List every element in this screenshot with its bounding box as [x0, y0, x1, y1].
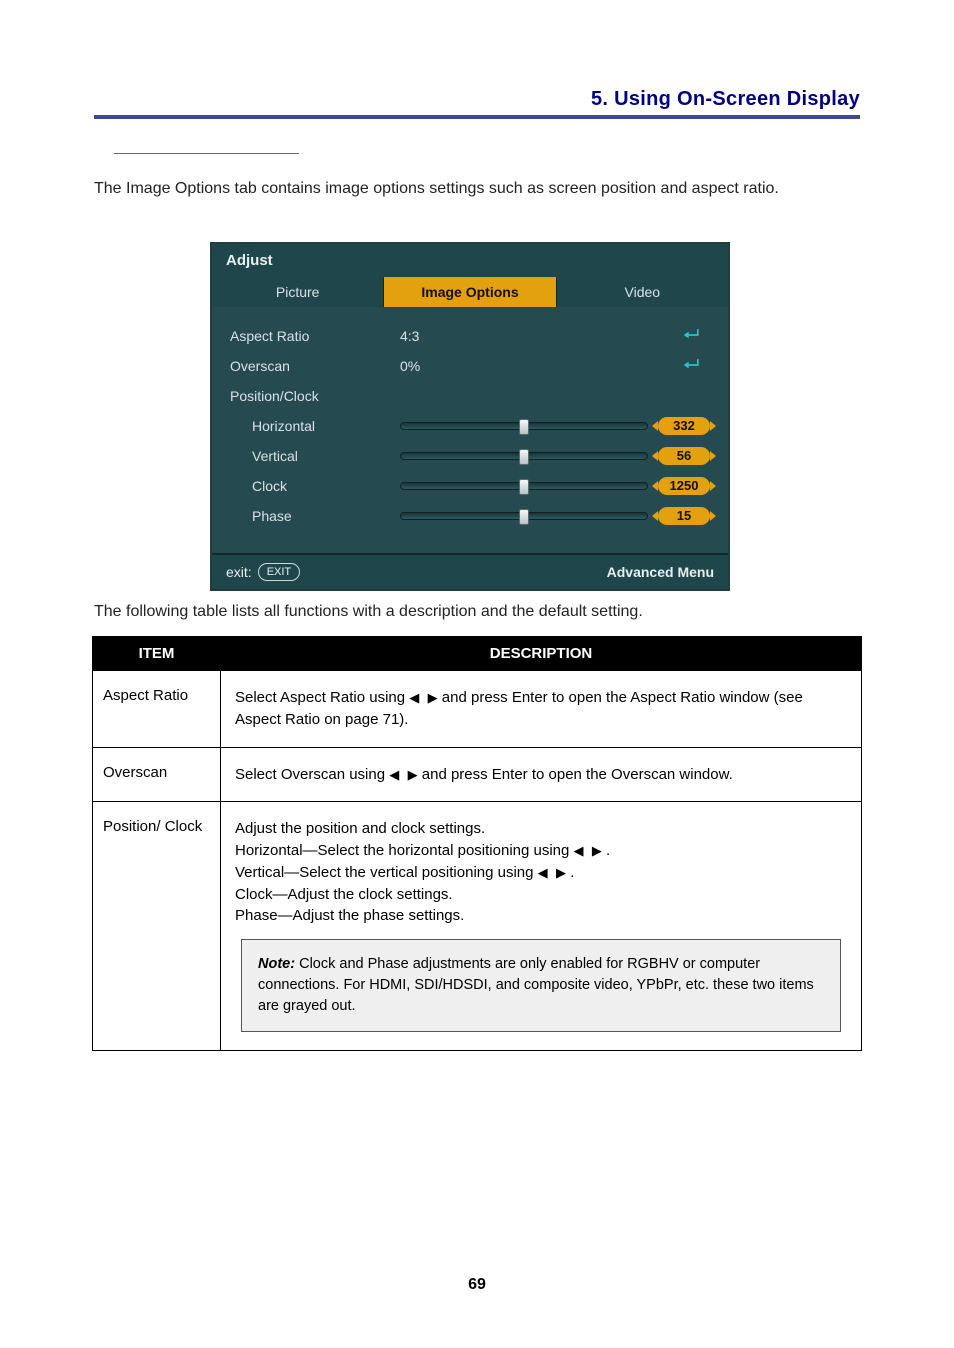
- desc-text: .: [606, 842, 610, 859]
- table-lead: The following table lists all functions …: [94, 603, 643, 621]
- advanced-menu-label: Advanced Menu: [607, 564, 714, 580]
- right-arrow-icon: ▶: [428, 689, 438, 708]
- value-horizontal: 332: [658, 417, 710, 435]
- desc-text: .: [570, 864, 574, 881]
- section-title: 5. Using On-Screen Display: [94, 88, 860, 115]
- osd-title: Adjust: [212, 244, 728, 277]
- desc-text: and press Enter to open the Overscan win…: [422, 766, 733, 783]
- enter-icon: [682, 327, 702, 346]
- slider-thumb[interactable]: [519, 419, 529, 435]
- intro-text: The Image Options tab contains image opt…: [94, 178, 860, 200]
- note-body: Clock and Phase adjustments are only ena…: [258, 956, 814, 1014]
- right-arrow-icon: ▶: [592, 842, 602, 861]
- slider-horizontal[interactable]: 332: [400, 417, 710, 435]
- right-arrow-icon: ▶: [556, 864, 566, 883]
- slider-track[interactable]: [400, 452, 648, 460]
- left-arrow-icon: ◀: [538, 864, 548, 883]
- th-item: ITEM: [93, 637, 221, 671]
- value-vertical: 56: [658, 447, 710, 465]
- slider-thumb[interactable]: [519, 509, 529, 525]
- desc-line: Adjust the position and clock settings.: [235, 818, 847, 840]
- desc-text: Select Overscan using: [235, 766, 389, 783]
- right-arrow-icon: ▶: [408, 766, 418, 785]
- slider-thumb[interactable]: [519, 449, 529, 465]
- table-row: Aspect Ratio Select Aspect Ratio using ◀…: [93, 671, 862, 748]
- th-description: DESCRIPTION: [221, 637, 862, 671]
- label-horizontal: Horizontal: [230, 418, 400, 434]
- slider-vertical[interactable]: 56: [400, 447, 710, 465]
- left-arrow-icon: ◀: [389, 766, 399, 785]
- page-number: 69: [0, 1276, 954, 1294]
- cell-desc: Select Aspect Ratio using ◀ ▶ and press …: [221, 671, 862, 748]
- tab-video[interactable]: Video: [557, 277, 728, 307]
- label-aspect-ratio: Aspect Ratio: [230, 328, 400, 344]
- enter-icon: [682, 357, 702, 376]
- desc-text: Select Aspect Ratio using: [235, 689, 409, 706]
- section-rule: [94, 115, 860, 119]
- osd-footer: exit: EXIT Advanced Menu: [212, 553, 728, 589]
- row-phase[interactable]: Phase 15: [230, 501, 710, 531]
- desc-line: Clock—Adjust the clock settings.: [235, 884, 847, 906]
- table-header-row: ITEM DESCRIPTION: [93, 637, 862, 671]
- cell-item: Aspect Ratio: [93, 671, 221, 748]
- value-overscan: 0%: [400, 358, 490, 374]
- label-clock: Clock: [230, 478, 400, 494]
- left-arrow-icon: ◀: [409, 689, 419, 708]
- row-horizontal[interactable]: Horizontal 332: [230, 411, 710, 441]
- row-aspect-ratio[interactable]: Aspect Ratio 4:3: [230, 321, 710, 351]
- osd-body: Aspect Ratio 4:3 Overscan 0% Position/Cl…: [212, 307, 728, 553]
- label-vertical: Vertical: [230, 448, 400, 464]
- slider-phase[interactable]: 15: [400, 507, 710, 525]
- cell-desc: Adjust the position and clock settings. …: [221, 802, 862, 1051]
- row-position-clock: Position/Clock: [230, 381, 710, 411]
- cell-desc: Select Overscan using ◀ ▶ and press Ente…: [221, 747, 862, 802]
- row-clock[interactable]: Clock 1250: [230, 471, 710, 501]
- value-aspect-ratio: 4:3: [400, 328, 490, 344]
- desc-line: Phase—Adjust the phase settings.: [235, 905, 847, 927]
- desc-line: Vertical—Select the vertical positioning…: [235, 862, 847, 884]
- cell-item: Position/ Clock: [93, 802, 221, 1051]
- slider-thumb[interactable]: [519, 479, 529, 495]
- note-label: Note:: [258, 956, 295, 972]
- table-row: Position/ Clock Adjust the position and …: [93, 802, 862, 1051]
- desc-text: Horizontal—Select the horizontal positio…: [235, 842, 574, 859]
- label-phase: Phase: [230, 508, 400, 524]
- desc-line: Horizontal—Select the horizontal positio…: [235, 840, 847, 862]
- label-overscan: Overscan: [230, 358, 400, 374]
- osd-window: Adjust Picture Image Options Video Aspec…: [210, 242, 730, 591]
- note-box: Note: Clock and Phase adjustments are on…: [241, 939, 841, 1032]
- left-arrow-icon: ◀: [574, 842, 584, 861]
- table-row: Overscan Select Overscan using ◀ ▶ and p…: [93, 747, 862, 802]
- section-header: 5. Using On-Screen Display: [94, 88, 860, 119]
- subhead-underline: [114, 153, 299, 154]
- exit-button[interactable]: EXIT: [258, 563, 300, 581]
- cell-item: Overscan: [93, 747, 221, 802]
- slider-track[interactable]: [400, 482, 648, 490]
- slider-track[interactable]: [400, 422, 648, 430]
- value-clock: 1250: [658, 477, 710, 495]
- value-phase: 15: [658, 507, 710, 525]
- description-table: ITEM DESCRIPTION Aspect Ratio Select Asp…: [92, 636, 862, 1051]
- exit-label: exit:: [226, 564, 252, 580]
- tab-image-options[interactable]: Image Options: [384, 277, 556, 307]
- row-vertical[interactable]: Vertical 56: [230, 441, 710, 471]
- row-overscan[interactable]: Overscan 0%: [230, 351, 710, 381]
- desc-text: Vertical—Select the vertical positioning…: [235, 864, 538, 881]
- slider-track[interactable]: [400, 512, 648, 520]
- tab-picture[interactable]: Picture: [212, 277, 384, 307]
- slider-clock[interactable]: 1250: [400, 477, 710, 495]
- label-position-clock: Position/Clock: [230, 388, 400, 404]
- osd-tabs: Picture Image Options Video: [212, 277, 728, 307]
